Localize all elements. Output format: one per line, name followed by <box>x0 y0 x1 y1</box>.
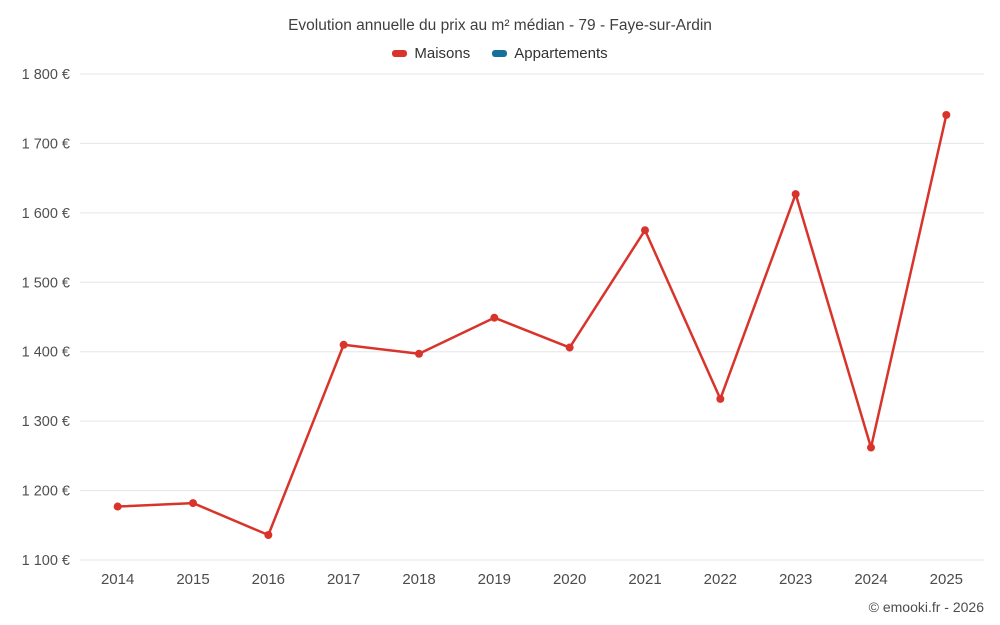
y-axis-tick-label: 1 100 € <box>22 553 70 569</box>
legend-item-appartements[interactable]: Appartements <box>492 45 608 62</box>
data-point-maisons[interactable] <box>415 349 423 358</box>
x-axis-tick-label: 2014 <box>101 571 134 588</box>
data-point-maisons[interactable] <box>942 110 951 119</box>
data-point-maisons[interactable] <box>716 394 725 403</box>
y-axis-tick-label: 1 800 € <box>22 67 70 83</box>
x-axis-tick-label: 2025 <box>930 571 963 588</box>
x-axis-tick-label: 2018 <box>402 571 435 588</box>
data-point-maisons[interactable] <box>490 313 499 322</box>
y-axis-tick-label: 1 600 € <box>22 206 70 222</box>
data-point-maisons[interactable] <box>189 499 197 508</box>
x-axis-tick-label: 2016 <box>252 571 285 588</box>
y-axis-tick-label: 1 700 € <box>22 136 70 152</box>
series-line-maisons <box>116 113 948 537</box>
data-point-maisons[interactable] <box>867 443 875 452</box>
data-point-maisons[interactable] <box>641 226 649 235</box>
legend-marker-icon <box>392 50 408 57</box>
y-axis-tick-label: 1 200 € <box>22 484 70 500</box>
x-axis-tick-label: 2017 <box>327 571 360 588</box>
data-point-maisons[interactable] <box>113 502 122 511</box>
data-point-maisons[interactable] <box>339 340 348 349</box>
legend-item-maisons[interactable]: Maisons <box>392 45 470 62</box>
y-axis-tick-label: 1 400 € <box>22 345 70 361</box>
chart-title: Evolution annuelle du prix au m² médian … <box>288 17 712 34</box>
credit-text: © emooki.fr - 2026 <box>868 599 984 615</box>
legend-marker-icon <box>492 50 508 57</box>
x-axis-tick-label: 2021 <box>628 571 661 588</box>
x-axis-tick-label: 2020 <box>553 571 586 588</box>
legend-label: Maisons <box>414 45 471 62</box>
data-point-maisons[interactable] <box>264 531 273 540</box>
y-axis-tick-label: 1 500 € <box>22 275 70 291</box>
x-axis-tick-label: 2023 <box>779 571 812 588</box>
y-axis-tick-label: 1 300 € <box>22 414 70 430</box>
x-axis-tick-label: 2024 <box>854 571 887 588</box>
x-axis-tick-label: 2022 <box>704 571 737 588</box>
legend: Maisons Appartements <box>0 45 1000 62</box>
data-point-maisons[interactable] <box>791 190 800 199</box>
x-axis-tick-label: 2015 <box>176 571 209 588</box>
data-point-maisons[interactable] <box>565 343 574 352</box>
x-axis-tick-label: 2019 <box>478 571 511 588</box>
legend-label: Appartements <box>514 45 608 62</box>
